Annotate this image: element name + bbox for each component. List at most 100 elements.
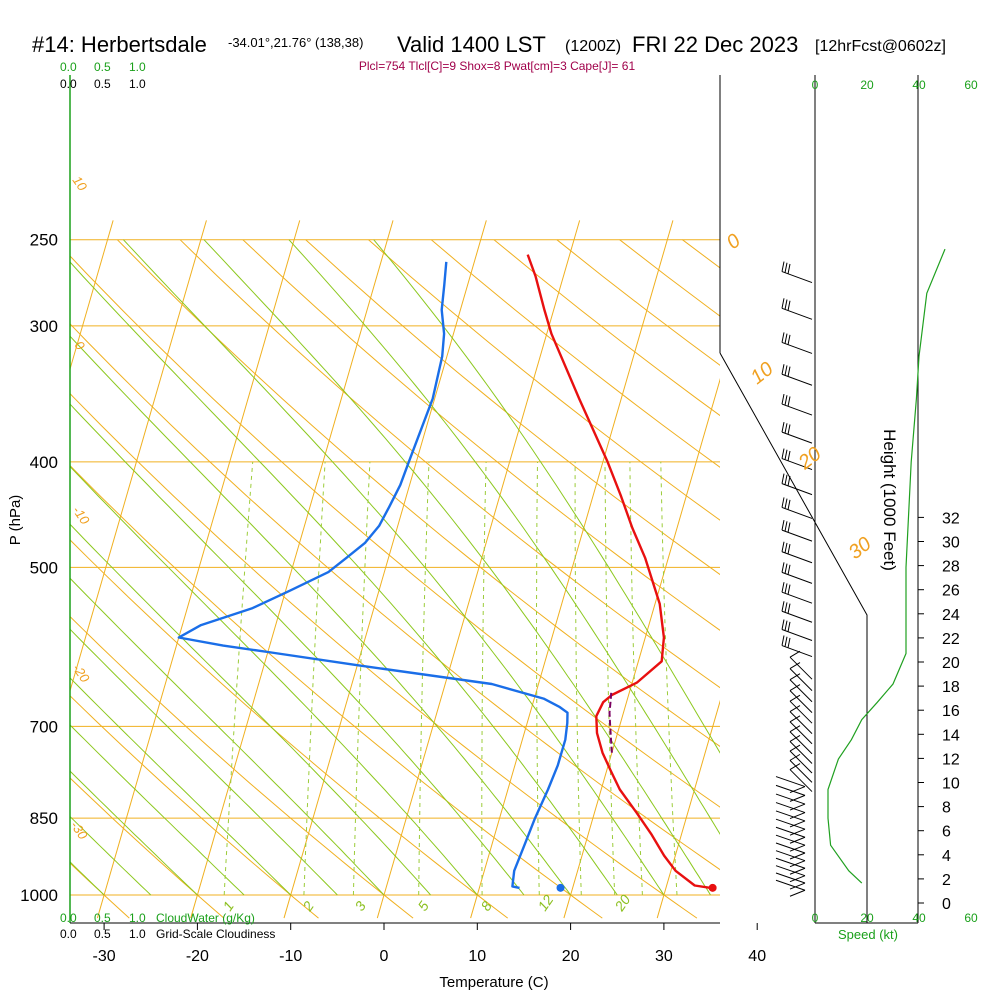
speed-tick-bottom: 40 [912, 911, 926, 925]
cc-bottom-2: 1.0 [129, 927, 146, 941]
cw-top-black-1: 0.5 [94, 77, 111, 91]
dry-adiabat [242, 239, 720, 631]
saturated-adiabat [203, 239, 711, 896]
dry-adiabat [493, 239, 720, 417]
isotherm-label: 0 [723, 230, 745, 254]
height-tick: 30 [942, 535, 960, 552]
temperature-tick: -20 [186, 948, 209, 965]
isotherm [70, 220, 207, 693]
pressure-tick: 300 [30, 317, 58, 336]
speed-axis-label: Speed (kt) [838, 927, 898, 942]
dry-adiabat [70, 464, 603, 919]
cloudwater-scale-bottom: 0.0 0.5 1.0 CloudWater (g/Kg) 0.0 0.5 1.… [60, 911, 275, 941]
dry-adiabat [745, 240, 1000, 918]
wind-barb [781, 541, 813, 564]
saturated-adiabat [70, 770, 198, 896]
pressure-axis: 1000 850 700 500 400 300 250 [20, 231, 58, 905]
zulu-time: (1200Z) [565, 38, 621, 55]
saturated-adiabat [70, 815, 152, 896]
wind-barb [789, 763, 813, 792]
wind-barb [781, 582, 813, 604]
wind-barb [775, 784, 806, 802]
dry-adiabat [116, 239, 720, 748]
speed-tick-top: 40 [912, 78, 926, 92]
dry-adiabat [556, 239, 720, 366]
cloudiness-label: Grid-Scale Cloudiness [156, 927, 275, 941]
height-tick: 6 [942, 824, 951, 841]
height-tick: 14 [942, 727, 960, 744]
speed-tick-bottom: 20 [860, 911, 874, 925]
height-tick: 26 [942, 583, 960, 600]
wind-barb [775, 826, 806, 844]
temperature-axis: -30 -20 -10 0 10 20 30 40 [93, 923, 766, 965]
dry-adiabat [70, 323, 720, 871]
wind-barb [775, 850, 806, 868]
pressure-tick: 400 [30, 453, 58, 472]
isotherm [0, 220, 20, 918]
pressure-tick: 850 [30, 809, 58, 828]
dry-adiabat [179, 239, 720, 689]
wind-barb [775, 793, 806, 811]
dry-adiabat [70, 539, 509, 919]
dry-adiabat [70, 777, 225, 919]
sounding-series [177, 254, 717, 892]
isotherm-label: 30 [845, 533, 876, 564]
wind-barb [781, 332, 813, 354]
temperature-tick: 10 [468, 948, 486, 965]
wind-barbs [775, 261, 813, 897]
saturated-adiabat [373, 239, 720, 754]
cw-top-green-1: 0.5 [94, 60, 111, 74]
mixing-ratio-line [223, 461, 254, 896]
pressure-tick: 500 [30, 558, 58, 577]
parcel-line [608, 689, 613, 753]
temperature-tick: -30 [93, 948, 116, 965]
wind-barb [789, 662, 813, 691]
speed-tick-top: 20 [860, 78, 874, 92]
wind-barb [789, 694, 813, 724]
mixing-ratio-label: 2 [299, 898, 317, 915]
surface-temperature-dot [708, 883, 717, 892]
temperature-line [526, 254, 711, 890]
dry-adiabat-label: -30 [68, 818, 92, 843]
saturated-adiabat [123, 239, 665, 896]
height-tick: 18 [942, 679, 960, 696]
mixing-ratio-label: 20 [611, 892, 634, 915]
height-tick: 8 [942, 800, 951, 817]
dry-adiabat [430, 239, 720, 468]
wind-barb [775, 857, 806, 875]
wind-barb [781, 448, 813, 471]
cw-top-green-2: 1.0 [129, 60, 146, 74]
wind-barb [775, 834, 806, 852]
cloudwater-label: CloudWater (g/Kg) [156, 911, 255, 925]
wind-barb [789, 684, 813, 713]
saturated-adiabat [70, 261, 618, 896]
temperature-tick: 30 [655, 948, 673, 965]
height-tick: 24 [942, 607, 960, 624]
wind-barb [781, 497, 813, 519]
wind-barb [781, 635, 813, 658]
wind-pressure-boundary [719, 352, 868, 923]
saturated-adiabat [70, 523, 431, 896]
wind-barb [781, 261, 813, 284]
cw-top-black-2: 1.0 [129, 77, 146, 91]
wind-barb [789, 744, 813, 774]
wind-barb [775, 872, 806, 890]
mixing-ratio-line [629, 461, 643, 896]
saturated-adiabat [70, 403, 525, 896]
saturated-adiabat [70, 577, 385, 896]
saturated-adiabat [70, 465, 478, 896]
wind-barb [789, 705, 813, 734]
temperature-tick: -10 [279, 948, 302, 965]
wind-barb [775, 818, 806, 836]
wind-barb [775, 842, 806, 860]
speed-tick-bottom: 0 [812, 911, 819, 925]
cw-bottom-green-1: 0.5 [94, 911, 111, 925]
dry-adiabat [368, 239, 720, 521]
wind-barb [789, 735, 813, 764]
mixing-ratio-label: 8 [477, 898, 495, 914]
isotherm [96, 220, 301, 919]
height-tick: 2 [942, 872, 951, 889]
dry-adiabat [70, 615, 414, 919]
temperature-axis-label: Temperature (C) [439, 974, 548, 991]
wind-barb [775, 879, 806, 897]
